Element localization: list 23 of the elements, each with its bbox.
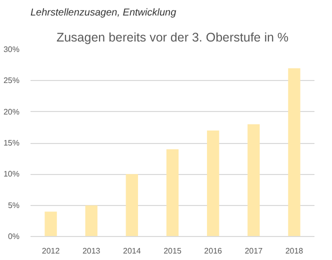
bar bbox=[85, 205, 98, 236]
y-tick-label: 15% bbox=[3, 138, 20, 148]
y-tick-label: 5% bbox=[8, 200, 20, 210]
x-tick-label: 2016 bbox=[204, 246, 223, 256]
y-tick-label: 20% bbox=[3, 107, 20, 116]
bar bbox=[206, 130, 220, 236]
bar bbox=[166, 149, 179, 236]
x-tick-label: 2017 bbox=[244, 246, 264, 256]
bar bbox=[44, 212, 57, 236]
y-tick-label: 30% bbox=[3, 45, 20, 54]
y-tick-label: 0% bbox=[8, 232, 20, 241]
x-tick-label: 2015 bbox=[164, 246, 182, 256]
text: Lehrstellenzusagen, Entwicklung bbox=[30, 8, 177, 18]
x-tick-label: 2012 bbox=[42, 246, 60, 256]
chart-title: Zusagen bereits vor der 3. Oberstufe in % bbox=[56, 30, 289, 44]
bar bbox=[126, 174, 138, 236]
x-tick-label: 2014 bbox=[123, 246, 142, 256]
bar bbox=[248, 124, 260, 236]
y-tick-label: 10% bbox=[3, 170, 20, 179]
bar bbox=[288, 68, 300, 236]
x-tick-label: 2018 bbox=[285, 246, 304, 256]
x-tick-label: 2013 bbox=[82, 246, 101, 256]
y-tick-label: 25% bbox=[3, 76, 20, 86]
